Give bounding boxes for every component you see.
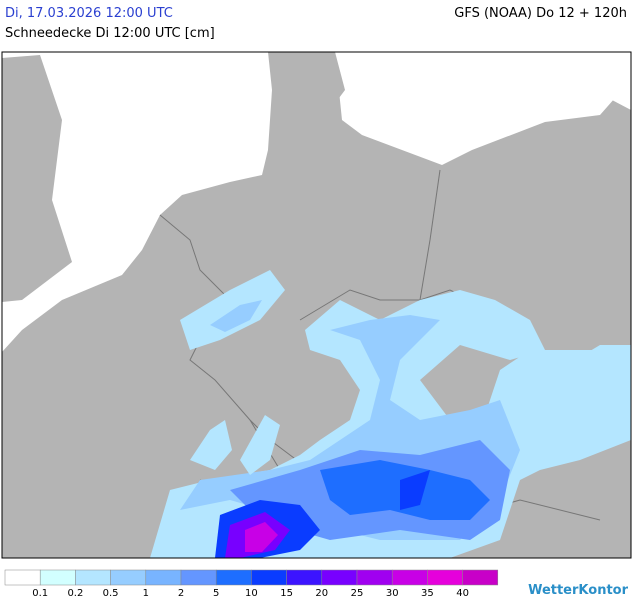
legend-label: 15 — [280, 588, 293, 599]
legend-label: 25 — [351, 588, 364, 599]
legend: 0.1 0.2 0.5 1 2 5 10 15 20 25 30 35 40 — [4, 569, 499, 599]
legend-swatch — [427, 569, 463, 586]
legend-label: 0.1 — [32, 588, 48, 599]
legend-label: 1 — [143, 588, 149, 599]
legend-label: 0.2 — [67, 588, 83, 599]
legend-swatch — [145, 569, 182, 586]
legend-swatch — [321, 569, 358, 586]
legend-swatch — [110, 569, 147, 586]
legend-label: 2 — [178, 588, 184, 599]
legend-label: 20 — [315, 588, 328, 599]
title: Schneedecke Di 12:00 UTC [cm] — [5, 26, 215, 41]
legend-label: 10 — [245, 588, 258, 599]
legend-swatch — [39, 569, 76, 586]
brand: WetterKontor — [528, 583, 629, 598]
map-area — [2, 52, 631, 558]
legend-swatch — [180, 569, 217, 586]
legend-swatch — [4, 569, 41, 586]
model-info: GFS (NOAA) Do 12 + 120h — [454, 6, 627, 21]
legend-label: 40 — [456, 588, 469, 599]
legend-swatch — [75, 569, 111, 586]
legend-swatch — [215, 569, 252, 586]
legend-swatch — [391, 569, 428, 586]
legend-label: 35 — [421, 588, 434, 599]
legend-swatch — [356, 569, 393, 586]
legend-label: 0.5 — [103, 588, 119, 599]
date: Di, 17.03.2026 12:00 UTC — [5, 6, 173, 21]
legend-label: 5 — [213, 588, 219, 599]
legend-swatch — [286, 569, 323, 586]
legend-label: 30 — [386, 588, 399, 599]
legend-swatch — [251, 569, 287, 586]
legend-swatch — [462, 569, 499, 586]
